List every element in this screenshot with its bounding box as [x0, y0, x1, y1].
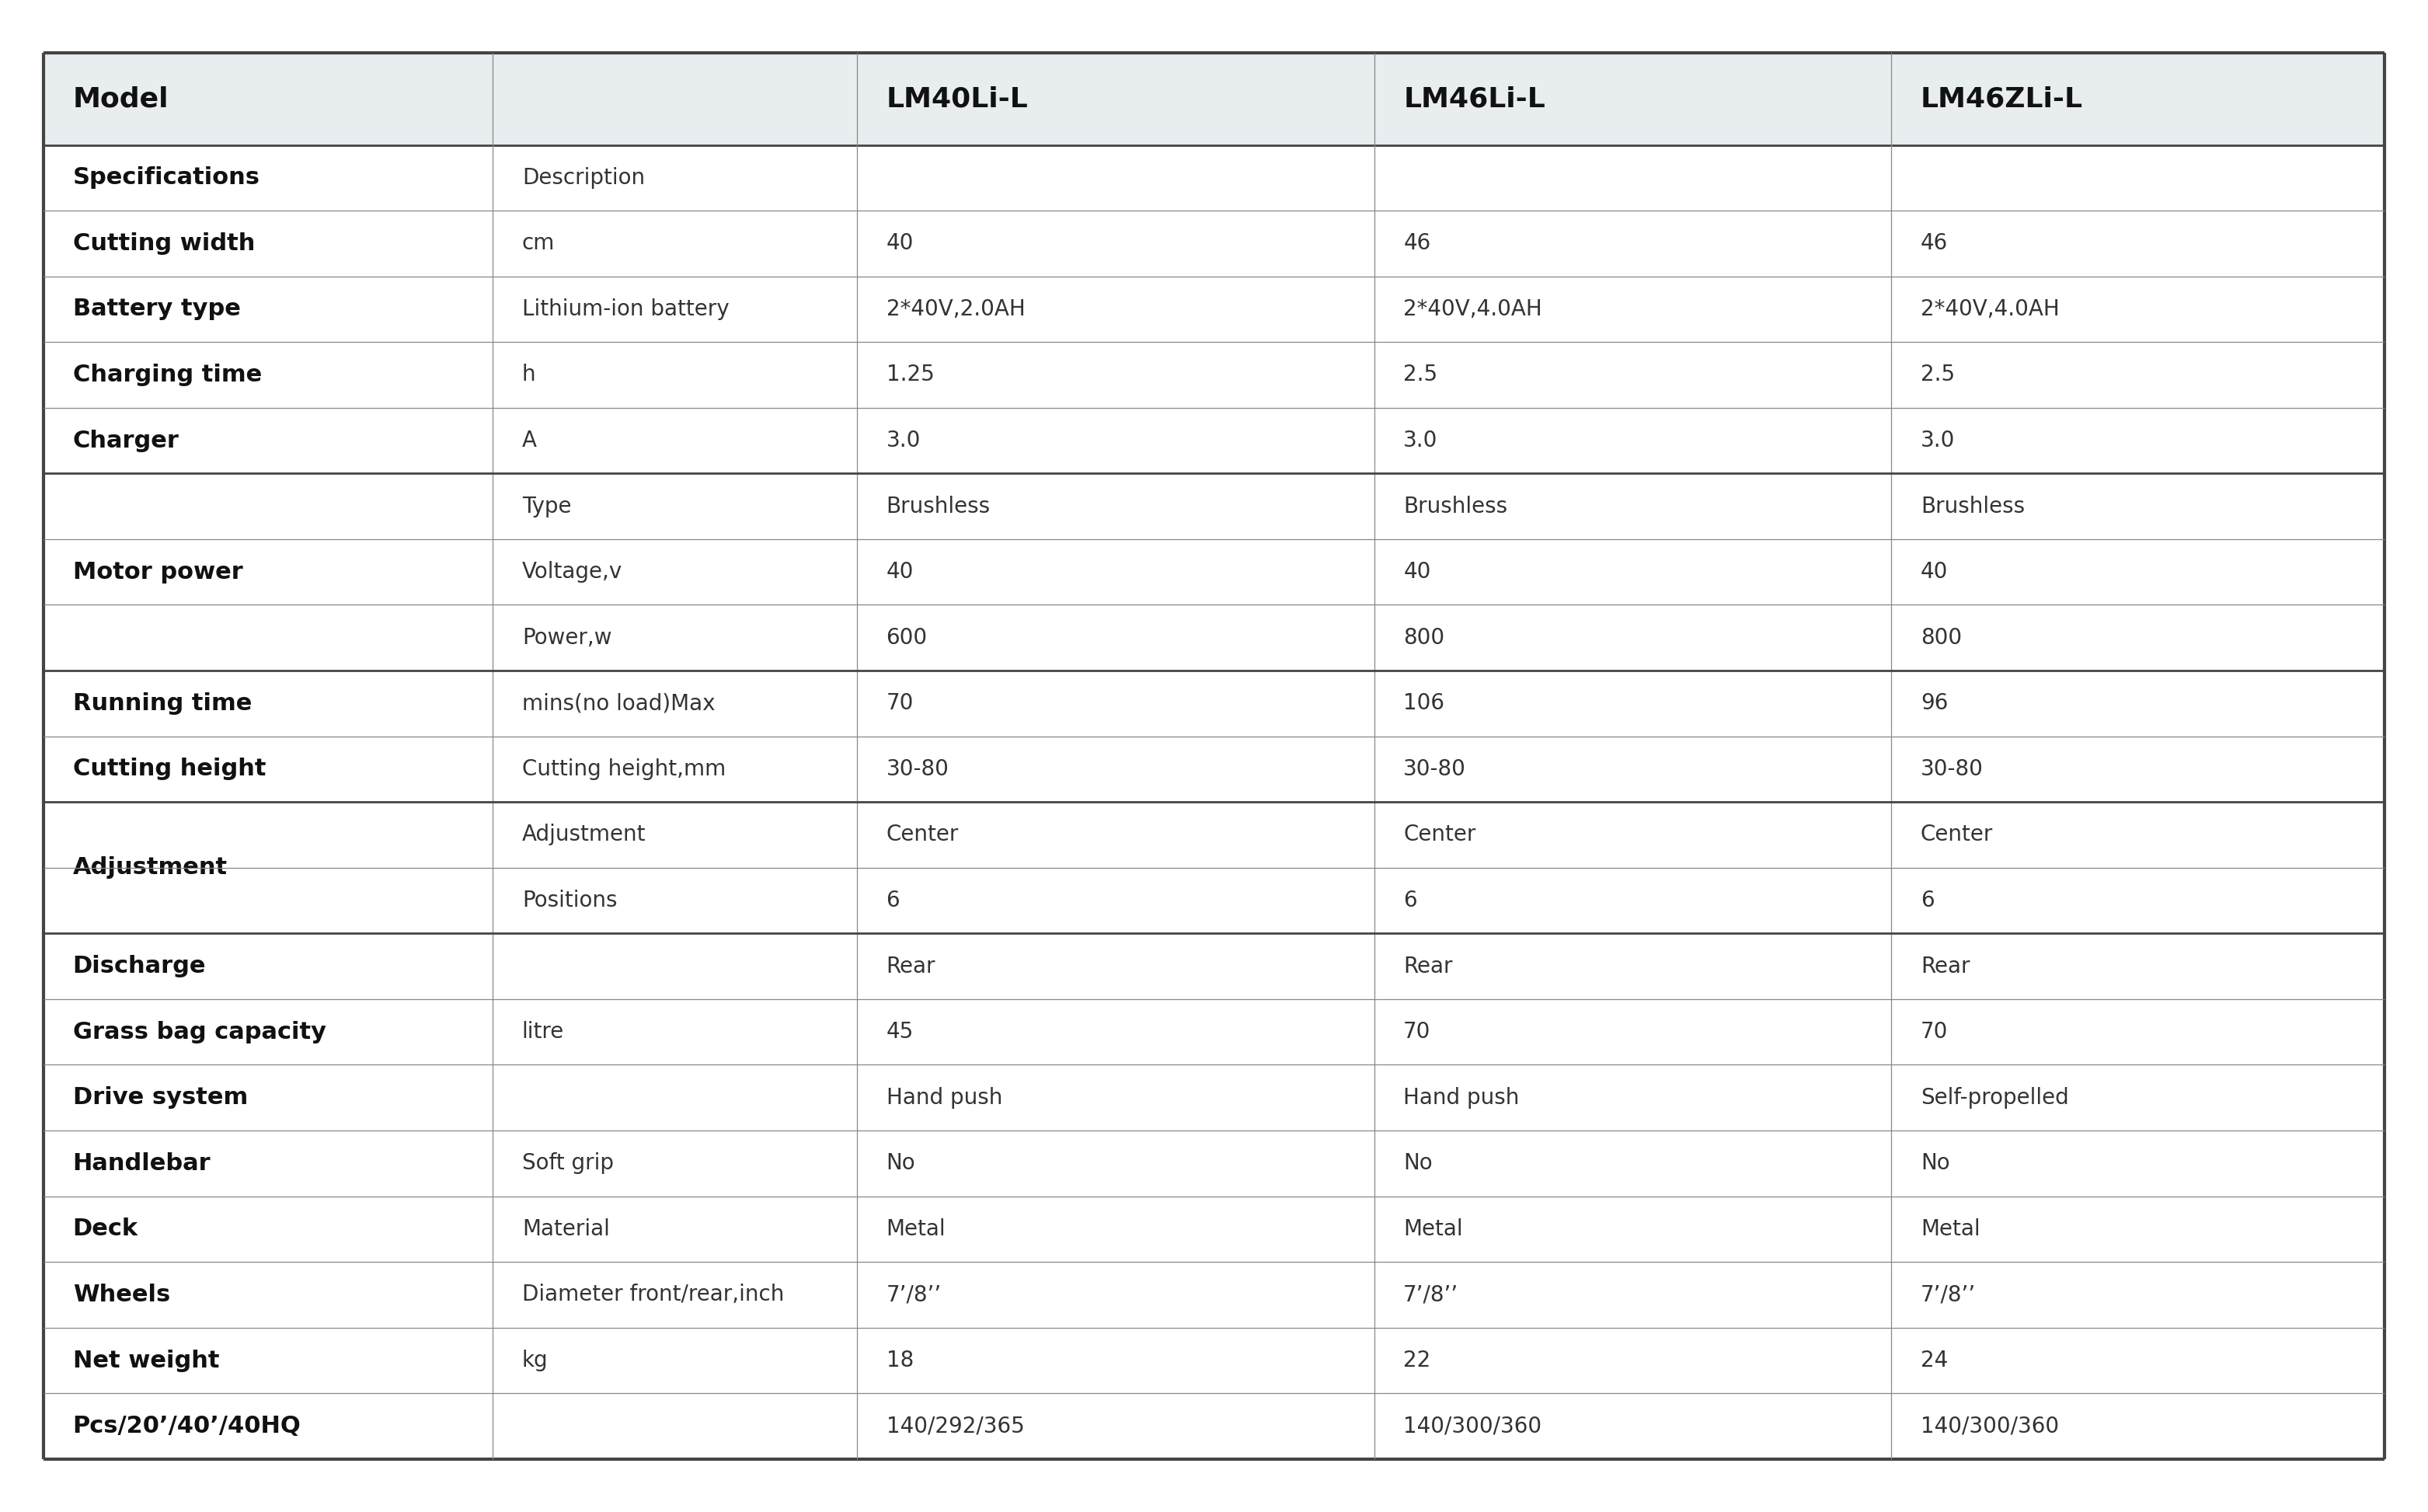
Text: Wheels: Wheels [73, 1284, 170, 1306]
Text: 3.0: 3.0 [1921, 429, 1955, 452]
Text: 3.0: 3.0 [1403, 429, 1437, 452]
Text: 30-80: 30-80 [1403, 758, 1467, 780]
Text: 7’/8’’: 7’/8’’ [886, 1284, 942, 1306]
Text: 3.0: 3.0 [886, 429, 920, 452]
Text: 106: 106 [1403, 692, 1445, 714]
Text: 140/292/365: 140/292/365 [886, 1415, 1025, 1436]
Text: cm: cm [522, 233, 556, 254]
Text: 6: 6 [1403, 889, 1418, 912]
Text: 2*40V,4.0AH: 2*40V,4.0AH [1403, 298, 1542, 321]
Text: 2.5: 2.5 [1403, 364, 1437, 386]
Text: Adjustment: Adjustment [73, 856, 228, 878]
Text: Specifications: Specifications [73, 166, 260, 189]
Text: 22: 22 [1403, 1350, 1430, 1371]
Text: Handlebar: Handlebar [73, 1152, 211, 1175]
Bar [44, 53, 2384, 145]
Text: Cutting height: Cutting height [73, 758, 267, 780]
Text: 800: 800 [1921, 627, 1962, 649]
Text: Discharge: Discharge [73, 956, 206, 978]
Text: Rear: Rear [1921, 956, 1969, 977]
Text: 800: 800 [1403, 627, 1445, 649]
Text: 2.5: 2.5 [1921, 364, 1955, 386]
Text: Material: Material [522, 1219, 609, 1240]
Text: 40: 40 [1921, 561, 1947, 584]
Text: Type: Type [522, 496, 571, 517]
Text: Charging time: Charging time [73, 363, 262, 386]
Text: Center: Center [1403, 824, 1476, 845]
Text: Cutting width: Cutting width [73, 233, 255, 254]
Text: 30-80: 30-80 [1921, 758, 1984, 780]
Text: 6: 6 [1921, 889, 1935, 912]
Text: Voltage,v: Voltage,v [522, 561, 622, 584]
Text: kg: kg [522, 1350, 549, 1371]
Text: No: No [1403, 1152, 1433, 1175]
Text: Hand push: Hand push [1403, 1087, 1520, 1108]
Text: Metal: Metal [1921, 1219, 1981, 1240]
Text: LM46Li-L: LM46Li-L [1403, 86, 1544, 112]
Text: Adjustment: Adjustment [522, 824, 646, 845]
Text: Battery type: Battery type [73, 298, 240, 321]
Text: Soft grip: Soft grip [522, 1152, 614, 1175]
Text: 70: 70 [886, 692, 913, 714]
Text: No: No [886, 1152, 915, 1175]
Text: Brushless: Brushless [1921, 496, 2025, 517]
Text: Lithium-ion battery: Lithium-ion battery [522, 298, 728, 321]
Text: 40: 40 [1403, 561, 1430, 584]
Text: 46: 46 [1403, 233, 1430, 254]
Text: LM46ZLi-L: LM46ZLi-L [1921, 86, 2083, 112]
Text: Description: Description [522, 166, 646, 189]
Text: 40: 40 [886, 233, 913, 254]
Text: 96: 96 [1921, 692, 1947, 714]
Text: 140/300/360: 140/300/360 [1403, 1415, 1542, 1436]
Text: Deck: Deck [73, 1217, 138, 1240]
Text: Running time: Running time [73, 692, 253, 715]
Text: 45: 45 [886, 1021, 913, 1043]
Text: Center: Center [1921, 824, 1993, 845]
Text: Brushless: Brushless [886, 496, 991, 517]
Text: Charger: Charger [73, 429, 180, 452]
Text: Metal: Metal [1403, 1219, 1464, 1240]
Text: litre: litre [522, 1021, 563, 1043]
Text: mins(no load)Max: mins(no load)Max [522, 692, 716, 714]
Text: Positions: Positions [522, 889, 617, 912]
Text: 2*40V,4.0AH: 2*40V,4.0AH [1921, 298, 2059, 321]
Text: 70: 70 [1921, 1021, 1947, 1043]
Text: LM40Li-L: LM40Li-L [886, 86, 1027, 112]
Text: 24: 24 [1921, 1350, 1947, 1371]
Text: Cutting height,mm: Cutting height,mm [522, 758, 726, 780]
Text: 18: 18 [886, 1350, 913, 1371]
Text: 1.25: 1.25 [886, 364, 935, 386]
Text: 70: 70 [1403, 1021, 1430, 1043]
Text: Model: Model [73, 86, 170, 112]
Text: No: No [1921, 1152, 1950, 1175]
Text: 46: 46 [1921, 233, 1947, 254]
Text: 6: 6 [886, 889, 901, 912]
Text: Metal: Metal [886, 1219, 947, 1240]
Text: Drive system: Drive system [73, 1087, 248, 1108]
Text: Center: Center [886, 824, 959, 845]
Text: 7’/8’’: 7’/8’’ [1921, 1284, 1976, 1306]
Text: h: h [522, 364, 537, 386]
Text: 600: 600 [886, 627, 927, 649]
Text: Brushless: Brushless [1403, 496, 1508, 517]
Text: Self-propelled: Self-propelled [1921, 1087, 2069, 1108]
Text: 40: 40 [886, 561, 913, 584]
Text: Power,w: Power,w [522, 627, 612, 649]
Text: 30-80: 30-80 [886, 758, 949, 780]
Text: 2*40V,2.0AH: 2*40V,2.0AH [886, 298, 1025, 321]
Text: 7’/8’’: 7’/8’’ [1403, 1284, 1459, 1306]
Text: Rear: Rear [1403, 956, 1452, 977]
Text: Motor power: Motor power [73, 561, 243, 584]
Text: Grass bag capacity: Grass bag capacity [73, 1021, 325, 1043]
Text: Diameter front/rear,inch: Diameter front/rear,inch [522, 1284, 784, 1306]
Text: Pcs/20’/40’/40HQ: Pcs/20’/40’/40HQ [73, 1415, 301, 1438]
Text: Net weight: Net weight [73, 1349, 219, 1371]
Text: 140/300/360: 140/300/360 [1921, 1415, 2059, 1436]
Text: Hand push: Hand push [886, 1087, 1003, 1108]
Text: A: A [522, 429, 537, 452]
Text: Rear: Rear [886, 956, 935, 977]
